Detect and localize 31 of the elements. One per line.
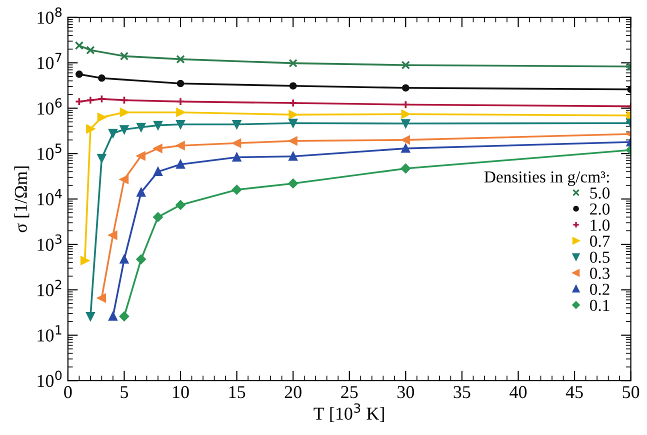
x-tick-label: 20 (284, 386, 302, 398)
x-tick-label: 50 (622, 386, 640, 398)
y-tick-label: 10$^{3}$ (38, 234, 62, 251)
x-tick-label: 45 (566, 386, 583, 398)
x-tick-label: 30 (398, 386, 414, 398)
legend-label: 2.0 (590, 203, 610, 215)
legend-label: 1.0 (590, 220, 610, 231)
x-tick-label: 0 (64, 386, 72, 398)
x-tick-label: 40 (510, 386, 527, 398)
x-tick-label: 15 (229, 386, 246, 398)
y-tick-label: 10$^{7}$ (38, 52, 62, 70)
legend-label: 0.3 (590, 268, 610, 279)
y-tick-label: 10$^{5}$ (38, 144, 62, 160)
y-axis-title: σ [1/Ωm] (14, 166, 30, 232)
y-tick-label: 10$^{2}$ (38, 280, 62, 296)
legend-label: 0.2 (590, 284, 610, 296)
y-tick-label: 10$^{1}$ (38, 325, 62, 342)
legend-label: 0.1 (590, 300, 610, 312)
y-tick-label: 10$^{0}$ (38, 370, 62, 388)
legend-label: 0.7 (590, 236, 610, 247)
x-tick-label: 35 (454, 386, 470, 398)
y-tick-label: 10$^{4}$ (38, 189, 62, 206)
legend-label: 5.0 (590, 187, 610, 199)
x-axis-title: T [10$^{3}$ K] (314, 403, 384, 422)
x-tick-label: 5 (120, 386, 128, 398)
y-tick-label: 10$^{8}$ (38, 7, 62, 24)
legend-label: 0.5 (590, 252, 610, 263)
y-tick-label: 10$^{6}$ (38, 98, 62, 115)
x-tick-label: 25 (341, 386, 358, 398)
legend-title: Densities in g/cm³: (484, 171, 609, 186)
x-tick-label: 10 (173, 386, 189, 398)
